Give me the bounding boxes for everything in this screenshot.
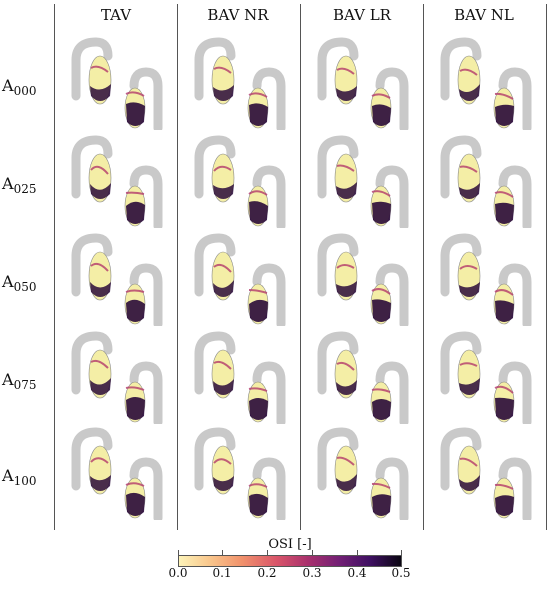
aorta-rendering xyxy=(71,331,163,424)
colorbar-label-2: 0.2 xyxy=(257,566,277,580)
aorta-rendering xyxy=(440,233,532,326)
colorbar-label-1: 0.1 xyxy=(212,566,232,580)
aorta-rendering xyxy=(440,135,532,228)
row-label-a025: A025 xyxy=(2,174,37,197)
colorbar-tick xyxy=(357,550,358,555)
aorta-rendering xyxy=(440,427,532,520)
aorta-rendering xyxy=(317,233,409,326)
colorbar-label-3: 0.3 xyxy=(302,566,322,580)
row-label-a050: A050 xyxy=(2,272,37,295)
column-title-bav-nl: BAV NL xyxy=(454,6,514,24)
row-label-a000: A000 xyxy=(2,76,37,99)
aorta-rendering xyxy=(317,37,409,130)
aorta-rendering xyxy=(194,135,286,228)
column-title-bav-nr: BAV NR xyxy=(207,6,269,24)
column-title-tav: TAV xyxy=(100,6,132,24)
divider-right xyxy=(546,4,547,530)
colorbar-label-5: 0.5 xyxy=(391,566,411,580)
colorbar-tick xyxy=(267,550,268,555)
column-title-bav-lr: BAV LR xyxy=(333,6,391,24)
colorbar-tick xyxy=(312,550,313,555)
divider-1 xyxy=(177,4,178,530)
row-label-a075: A075 xyxy=(2,370,37,393)
aorta-rendering xyxy=(194,427,286,520)
divider-2 xyxy=(300,4,301,530)
colorbar-gradient xyxy=(178,555,402,567)
aorta-rendering xyxy=(71,233,163,326)
aorta-rendering xyxy=(71,37,163,130)
colorbar-label-0: 0.0 xyxy=(168,566,188,580)
colorbar-label-4: 0.4 xyxy=(347,566,367,580)
aorta-rendering xyxy=(440,331,532,424)
osi-colorbar: OSI [-] 0.0 0.1 0.2 0.3 0.4 0.5 xyxy=(168,537,410,593)
aorta-rendering xyxy=(194,331,286,424)
row-label-a100: A100 xyxy=(2,466,37,489)
aorta-rendering xyxy=(317,331,409,424)
colorbar-tick xyxy=(178,550,179,555)
aorta-rendering xyxy=(71,427,163,520)
aorta-rendering xyxy=(440,37,532,130)
colorbar-tick xyxy=(401,550,402,555)
aorta-rendering xyxy=(71,135,163,228)
aorta-rendering xyxy=(194,37,286,130)
divider-3 xyxy=(423,4,424,530)
aorta-rendering xyxy=(194,233,286,326)
aorta-rendering xyxy=(317,135,409,228)
colorbar-tick xyxy=(222,550,223,555)
colorbar-title: OSI [-] xyxy=(268,537,312,552)
aorta-rendering xyxy=(317,427,409,520)
divider-left xyxy=(54,4,55,530)
